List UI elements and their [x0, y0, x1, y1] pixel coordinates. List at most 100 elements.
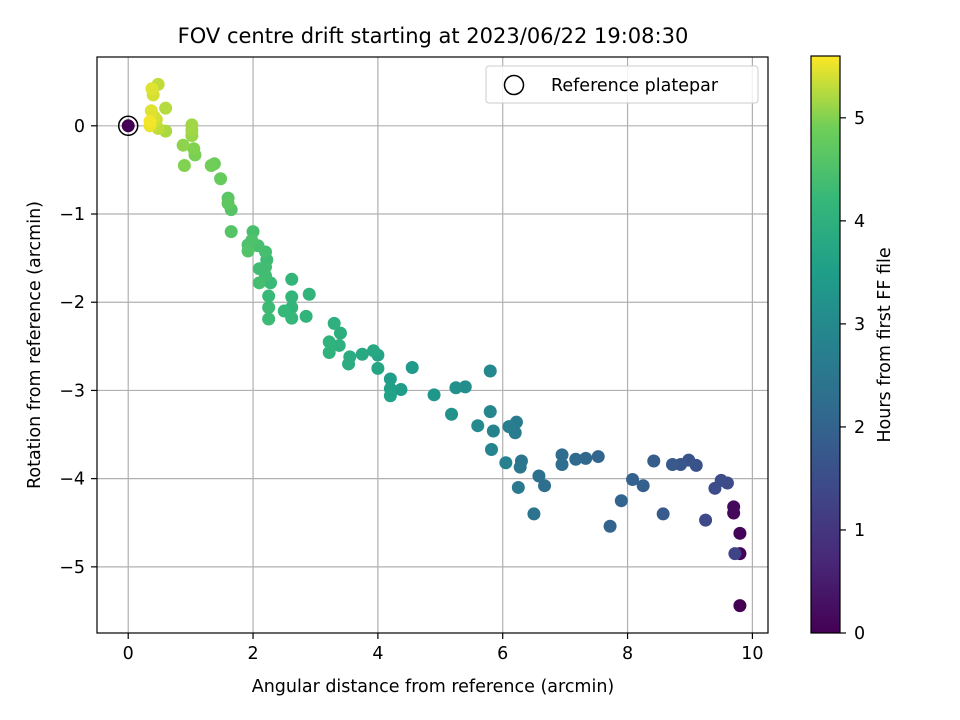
data-point — [555, 448, 569, 462]
data-point — [221, 196, 235, 210]
data-point — [626, 473, 640, 487]
data-point — [322, 335, 336, 349]
reference-marker — [117, 115, 139, 137]
y-axis-label: Rotation from reference (arcmin) — [25, 201, 45, 489]
reference-point — [117, 115, 139, 137]
data-point — [665, 458, 679, 472]
data-point — [204, 158, 218, 172]
data-point — [285, 272, 299, 286]
data-point — [449, 381, 463, 395]
y-tick-label: −1 — [59, 205, 85, 225]
axes-frame — [96, 56, 769, 634]
data-point — [569, 452, 583, 466]
x-axis-label: Angular distance from reference (arcmin) — [252, 677, 615, 697]
data-point — [277, 304, 291, 318]
data-point — [603, 519, 617, 533]
data-point — [121, 119, 135, 133]
x-tick-label: 2 — [247, 644, 258, 664]
x-tick-label: 10 — [741, 644, 763, 664]
colorbar-tick-label: 3 — [854, 315, 865, 335]
colorbar-tick-label: 5 — [854, 109, 865, 129]
data-point — [636, 479, 650, 493]
x-tick-label: 0 — [123, 644, 134, 664]
data-point — [647, 454, 661, 468]
data-point — [342, 357, 356, 371]
data-point — [728, 547, 742, 561]
data-point — [262, 289, 276, 303]
data-point — [285, 290, 299, 304]
data-point — [733, 599, 747, 613]
data-point — [185, 118, 199, 132]
data-point — [708, 481, 722, 495]
data-point — [383, 389, 397, 403]
data-point — [733, 526, 747, 540]
colorbar-tick-label: 4 — [854, 212, 865, 232]
data-point — [177, 158, 191, 172]
data-point — [427, 388, 441, 402]
y-tick-label: −2 — [59, 293, 85, 313]
data-point — [532, 469, 546, 483]
legend: Reference platepar — [485, 65, 759, 104]
data-point — [299, 309, 313, 323]
data-point — [224, 225, 238, 239]
x-axis-ticks: 0 2 4 6 8 10 — [123, 633, 764, 664]
data-point — [322, 345, 336, 359]
plot-area — [97, 57, 768, 633]
data-point — [591, 450, 605, 464]
data-point — [302, 287, 316, 301]
data-point — [355, 347, 369, 361]
legend-marker-icon — [503, 74, 525, 96]
data-point — [214, 172, 228, 186]
colorbar: 0 1 2 3 4 5 Hours from first FF file — [810, 55, 895, 644]
data-point — [144, 104, 158, 118]
data-point — [187, 142, 201, 156]
data-point — [383, 372, 397, 386]
data-point — [458, 380, 472, 394]
data-point — [176, 138, 190, 152]
y-tick-label: −4 — [59, 470, 85, 490]
data-point — [527, 507, 541, 521]
data-point — [241, 244, 255, 258]
colorbar-tick-label: 0 — [854, 624, 865, 644]
x-tick-label: 4 — [372, 644, 383, 664]
data-point — [159, 101, 173, 115]
data-point — [394, 383, 408, 397]
colorbar-gradient — [810, 55, 841, 634]
data-point — [699, 513, 713, 527]
legend-box — [485, 65, 759, 104]
colorbar-ticks: 0 1 2 3 4 5 — [840, 109, 865, 644]
data-point — [262, 301, 276, 315]
data-point — [445, 407, 459, 421]
grid-lines — [97, 57, 768, 633]
data-point — [486, 424, 500, 438]
colorbar-tick-label: 2 — [854, 418, 865, 438]
x-tick-label: 8 — [622, 644, 633, 664]
data-point — [471, 419, 485, 433]
y-tick-label: −3 — [59, 381, 85, 401]
data-point — [502, 420, 516, 434]
colorbar-tick-label: 1 — [854, 521, 865, 541]
data-point — [333, 326, 347, 340]
data-point — [145, 82, 159, 96]
y-tick-label: −5 — [59, 558, 85, 578]
x-tick-label: 6 — [497, 644, 508, 664]
scatter-points — [121, 77, 747, 613]
data-point — [483, 405, 497, 419]
data-point — [327, 316, 341, 330]
colorbar-label: Hours from first FF file — [875, 247, 895, 442]
data-point — [143, 114, 157, 128]
chart-title: FOV centre drift starting at 2023/06/22 … — [178, 24, 689, 48]
y-tick-label: 0 — [74, 117, 85, 137]
data-point — [252, 262, 266, 276]
data-point — [405, 360, 419, 374]
legend-label: Reference platepar — [551, 76, 719, 96]
data-point — [483, 364, 497, 378]
data-point — [499, 456, 513, 470]
data-point — [252, 276, 266, 290]
data-point — [262, 312, 276, 326]
data-point — [332, 338, 346, 352]
data-point — [579, 451, 593, 465]
data-point — [511, 480, 525, 494]
data-point — [513, 460, 527, 474]
data-point — [367, 344, 381, 358]
